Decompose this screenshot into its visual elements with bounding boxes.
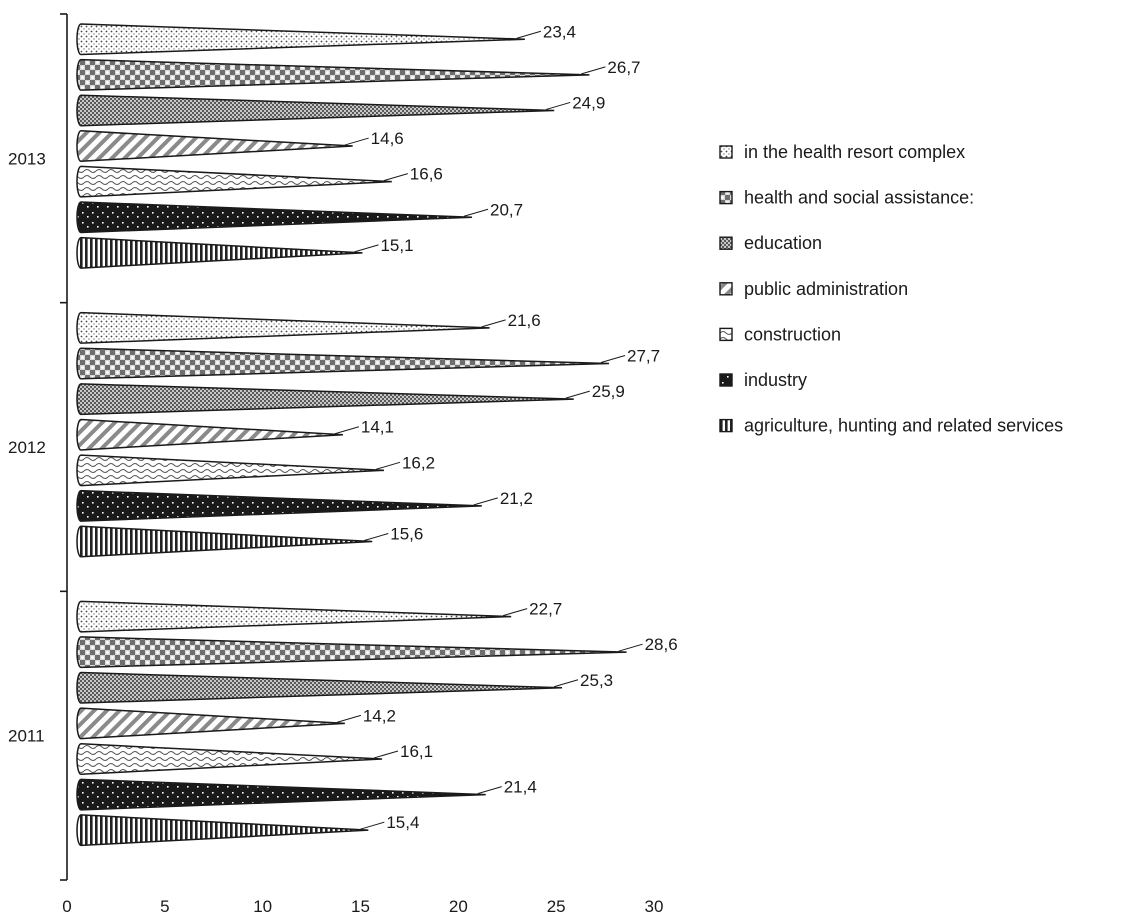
bar-2011-public-administration <box>76 707 345 740</box>
bar-2011-industry <box>76 778 486 811</box>
legend-label-health-and-social-assistance: health and social assistance: <box>744 188 974 208</box>
legend-label-construction: construction <box>744 324 841 344</box>
value-label-2011-public-administration: 14,2 <box>363 706 396 725</box>
bar-2013-health-and-social-assistance <box>76 58 590 91</box>
bar-2011-health-and-social-assistance <box>76 636 627 669</box>
value-label-leader <box>516 30 541 39</box>
x-tick-label-25: 25 <box>547 897 566 916</box>
x-tick-label-10: 10 <box>253 897 272 916</box>
value-label-2012-in-the-health-resort-complex: 21,6 <box>508 311 541 330</box>
value-label-2013-industry: 20,7 <box>490 200 523 219</box>
value-label-leader <box>503 608 528 617</box>
value-label-2012-construction: 16,2 <box>402 453 435 472</box>
category-label-2013: 2013 <box>8 149 46 168</box>
bar-2013-construction <box>76 165 392 198</box>
legend-swatch-public-administration <box>719 282 733 296</box>
bar-2013-public-administration <box>76 130 353 163</box>
value-label-leader <box>618 643 643 652</box>
value-label-2012-health-and-social-assistance: 27,7 <box>627 347 660 366</box>
bar-2013-agriculture-hunting-and-related-services <box>76 236 363 269</box>
value-label-leader <box>373 750 399 759</box>
legend-swatch-industry <box>719 373 733 387</box>
bar-2012-in-the-health-resort-complex <box>76 311 490 344</box>
legend-swatch-education <box>719 236 733 250</box>
legend-swatch-health-and-social-assistance <box>719 190 733 205</box>
x-tick-label-5: 5 <box>160 897 169 916</box>
value-label-2013-health-and-social-assistance: 26,7 <box>607 58 640 77</box>
value-label-2013-education: 24,9 <box>572 93 605 112</box>
legend-label-public-administration: public administration <box>744 279 908 299</box>
value-label-leader <box>481 319 506 328</box>
legend-label-industry: industry <box>744 370 807 390</box>
legend-label-in-the-health-resort-complex: in the health resort complex <box>744 142 965 162</box>
bar-2011-in-the-health-resort-complex <box>76 600 512 633</box>
value-label-leader <box>473 497 498 506</box>
value-label-leader <box>336 714 361 723</box>
legend-label-agriculture-hunting-and-related-services: agriculture, hunting and related service… <box>744 416 1063 436</box>
bar-2011-agriculture-hunting-and-related-services <box>76 814 369 847</box>
value-label-2011-in-the-health-resort-complex: 22,7 <box>529 600 562 619</box>
bar-2011-education <box>76 671 563 704</box>
bar-2012-construction <box>76 454 385 487</box>
value-label-2013-in-the-health-resort-complex: 23,4 <box>543 22 576 41</box>
bar-2013-in-the-health-resort-complex <box>76 23 525 56</box>
category-label-2012: 2012 <box>8 438 46 457</box>
value-label-leader <box>565 390 590 399</box>
x-tick-label-20: 20 <box>449 897 468 916</box>
bars <box>76 23 627 847</box>
bar-2012-education <box>76 383 574 416</box>
bar-2012-industry <box>76 489 482 522</box>
value-label-2013-agriculture-hunting-and-related-services: 15,1 <box>380 236 413 255</box>
legend-swatch-in-the-health-resort-complex <box>719 145 733 159</box>
value-label-leader <box>364 533 389 541</box>
bar-2012-public-administration <box>76 418 343 451</box>
legend-label-education: education <box>744 233 822 253</box>
value-label-2012-public-administration: 14,1 <box>361 418 394 437</box>
value-label-leader <box>383 173 408 182</box>
value-label-leader <box>334 426 360 435</box>
value-label-2012-agriculture-hunting-and-related-services: 15,6 <box>390 525 423 544</box>
value-label-leader <box>360 821 385 830</box>
x-tick-label-0: 0 <box>62 897 71 916</box>
value-labels: 23,4 26,724,9 14,6 16,6 20,7 15,1 21,6 27,725,9… <box>334 22 678 832</box>
value-label-2013-public-administration: 14,6 <box>371 129 404 148</box>
value-label-leader <box>375 461 401 470</box>
value-label-2013-construction: 16,6 <box>410 165 443 184</box>
axes: 2013 2012 2011 0 5 10 15 20 25 30 <box>8 13 664 916</box>
legend-swatch-construction <box>719 327 733 342</box>
value-label-2012-education: 25,9 <box>592 382 625 401</box>
value-label-leader <box>581 66 606 75</box>
legend-swatch-agriculture-hunting-and-related-services <box>719 418 733 433</box>
value-label-2011-agriculture-hunting-and-related-services: 15,4 <box>386 813 419 832</box>
value-label-2012-industry: 21,2 <box>500 489 533 508</box>
value-label-leader <box>546 101 571 110</box>
value-label-2011-industry: 21,4 <box>504 778 537 797</box>
bar-2012-health-and-social-assistance <box>76 347 610 380</box>
value-label-2011-education: 25,3 <box>580 671 613 690</box>
legend: in the health resort complex health and s… <box>719 142 1063 436</box>
x-tick-label-15: 15 <box>351 897 370 916</box>
value-label-leader <box>354 244 379 253</box>
value-label-leader <box>600 355 626 363</box>
value-label-leader <box>553 679 579 688</box>
value-label-leader <box>477 786 502 795</box>
bar-2012-agriculture-hunting-and-related-services <box>76 525 373 558</box>
value-label-leader <box>344 137 369 146</box>
bar-2013-industry <box>76 201 473 234</box>
x-tick-label-30: 30 <box>645 897 664 916</box>
value-label-2011-construction: 16,1 <box>400 742 433 761</box>
value-label-leader <box>463 208 489 217</box>
value-label-2011-health-and-social-assistance: 28,6 <box>645 635 678 654</box>
bar-2013-education <box>76 94 555 127</box>
category-label-2011: 2011 <box>8 727 45 746</box>
bar-2011-construction <box>76 742 383 775</box>
